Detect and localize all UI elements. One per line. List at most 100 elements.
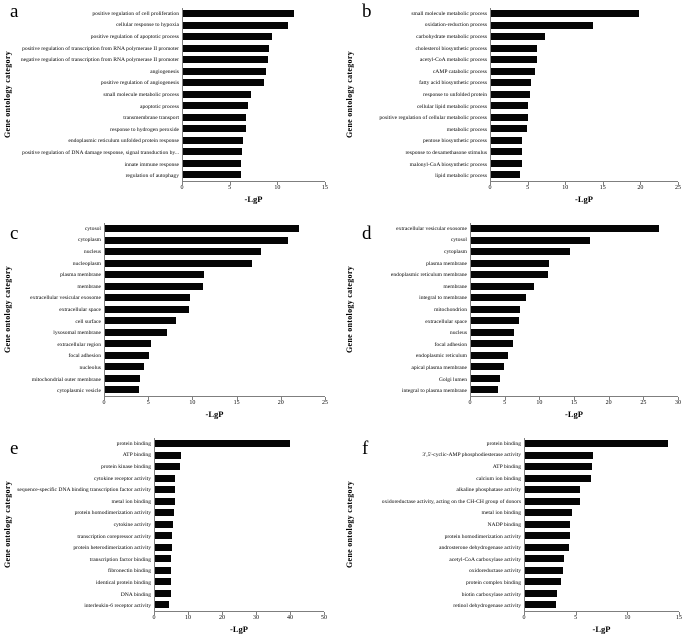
plot-column: 0 5 10 15 20 25 -LgP (489, 8, 681, 204)
category-row: protein homodimerization activity (356, 531, 524, 543)
category-label: protein kinase binding (100, 463, 151, 470)
x-tick-mark (602, 182, 604, 185)
x-tick-label: 15 (599, 185, 606, 191)
bar (471, 236, 590, 244)
bar-row (525, 496, 679, 508)
bar-row (183, 135, 325, 147)
bar-row (525, 461, 679, 473)
bar-row (105, 304, 325, 316)
category-label: cytosol (84, 225, 101, 232)
bar (183, 33, 272, 41)
x-tick-label: 30 (675, 400, 681, 406)
bar (471, 351, 509, 359)
bar (525, 509, 573, 517)
category-label: transcription factor binding (89, 556, 151, 563)
category-label: protein homodimerization activity (74, 510, 151, 517)
y-axis-title-text: Gene ontology category (344, 51, 354, 139)
category-row: positive regulation of DNA damage respon… (14, 147, 182, 159)
category-label: pentose biosynthetic process (422, 138, 487, 145)
category-label: protein complex binding (466, 579, 521, 586)
x-axis-ticks: 0 5 10 15 20 25 (103, 397, 328, 408)
bar-row (491, 43, 678, 55)
x-tick-mark (524, 612, 525, 615)
category-label: integral to plasma membrane (401, 388, 467, 395)
category-label: fibronectin binding (107, 568, 151, 575)
bar (183, 90, 252, 98)
x-tick-label: 10 (185, 615, 191, 621)
category-label: membrane (77, 283, 101, 290)
category-row: cytosol (356, 235, 470, 247)
category-row: response to unfolded protein (356, 89, 490, 101)
bar-row (525, 484, 679, 496)
bar (183, 125, 247, 133)
category-row: protein binding (356, 438, 524, 450)
category-label: positive regulation of DNA damage respon… (22, 149, 179, 156)
bar-row (471, 269, 678, 281)
category-label: apoptotic process (140, 103, 179, 110)
panel-d: d Gene ontology category extracellular v… (342, 215, 685, 430)
x-axis-ticks: 0 5 10 15 (180, 182, 328, 193)
bar-row (471, 246, 678, 258)
category-row: protein heterodimerization activity (14, 542, 154, 554)
category-row: 3',5'-cyclic-AMP phosphodiesterase activ… (356, 450, 524, 462)
category-label: positive regulation of cellular metaboli… (379, 115, 487, 122)
category-label: membrane (443, 283, 467, 290)
category-row: ATP binding (356, 461, 524, 473)
bar-row (155, 576, 324, 588)
bar (155, 509, 175, 517)
x-tick-label: 50 (321, 615, 327, 621)
bar (105, 236, 289, 244)
x-tick-label: 30 (253, 615, 259, 621)
category-label: cholesterol biosynthetic process (415, 45, 487, 52)
plot-area (524, 438, 679, 612)
bar (525, 520, 571, 528)
x-axis-title: -LgP (205, 409, 224, 419)
bar-chart-a: Gene ontology category positive regulati… (0, 0, 342, 206)
bar (491, 90, 530, 98)
bar-row (525, 599, 679, 611)
plot-area (490, 8, 678, 182)
panel-letter-f: f (362, 438, 369, 459)
bar (471, 282, 535, 290)
bar (183, 79, 265, 87)
bar-row (471, 292, 678, 304)
x-tick-mark (182, 182, 183, 185)
x-tick-label: 15 (233, 400, 240, 406)
x-tick-mark (575, 612, 577, 615)
x-tick-label: 20 (637, 185, 644, 191)
x-tick-label: 0 (522, 615, 526, 621)
panel-letter-d: d (362, 223, 372, 244)
x-tick-label: 0 (180, 185, 184, 191)
x-tick-mark (192, 397, 194, 400)
bar (155, 532, 172, 540)
category-labels: protein binding 3',5'-cyclic-AMP phosphod… (356, 438, 524, 612)
bar-row (491, 146, 678, 158)
category-label: extracellular vesicular exosome (30, 295, 101, 302)
category-label: protein homodimerization activity (444, 533, 521, 540)
bar-row (471, 384, 678, 396)
bar (105, 317, 177, 325)
bar (525, 463, 592, 471)
bar-row (105, 281, 325, 293)
category-row: biotin carboxylase activity (356, 589, 524, 601)
category-row: endoplasmic reticulum membrane (356, 269, 470, 281)
category-label: fatty acid biosynthetic process (419, 80, 487, 87)
bar-row (471, 338, 678, 350)
category-row: cytosol (14, 223, 104, 235)
x-tick-mark (574, 397, 575, 400)
bar (525, 486, 581, 494)
y-axis-title: Gene ontology category (342, 223, 356, 397)
bar-row (105, 223, 325, 235)
bar-row (491, 100, 678, 112)
bar-row (183, 158, 325, 170)
bar (525, 440, 668, 448)
bar-chart-c: Gene ontology category cytosol cytoplasm n… (0, 215, 342, 421)
category-row: integral to plasma membrane (356, 385, 470, 397)
category-label: innate immune response (124, 161, 179, 168)
plot-column: 0 5 10 15 20 25 30 -LgP (469, 223, 681, 419)
category-label: response to hydrogen peroxide (110, 126, 179, 133)
bar-row (155, 484, 324, 496)
bar (525, 589, 557, 597)
category-labels: positive regulation of cell proliferatio… (14, 8, 182, 182)
x-tick-mark (280, 397, 282, 400)
